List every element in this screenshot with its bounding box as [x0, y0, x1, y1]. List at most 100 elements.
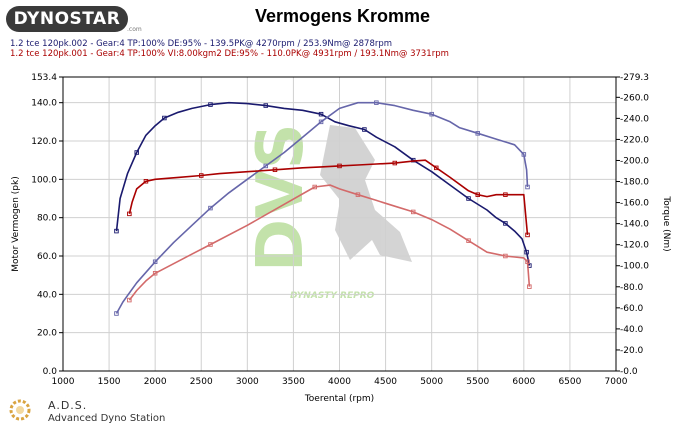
- data-point: [152, 271, 158, 276]
- data-point: [143, 179, 149, 184]
- ads-gear-icon: [9, 399, 31, 421]
- x-tick-label: 4000: [328, 377, 351, 387]
- x-tick-label: 1500: [98, 377, 121, 387]
- chart-title: Vermogens Kromme: [254, 6, 431, 26]
- y-right-tick-label: -200.0: [620, 156, 649, 166]
- data-point: [410, 209, 416, 215]
- ads-name: A.D.S.: [48, 399, 88, 412]
- y-left-tick-label: 60.0: [37, 252, 57, 262]
- data-point: [525, 232, 530, 238]
- y-axis-label-right: Torque (Nm): [661, 195, 671, 251]
- watermark-letters: DVS: [244, 123, 318, 272]
- plot-frame: [62, 76, 617, 372]
- y-right-tick-label: -120.0: [620, 241, 649, 251]
- data-point: [134, 150, 139, 155]
- dynostar-logo: DYNOSTAR: [6, 6, 128, 32]
- x-tick-label: 4500: [374, 377, 397, 387]
- data-point: [466, 196, 471, 201]
- x-tick-label: 5500: [466, 377, 489, 387]
- logo-subtext: .com: [127, 26, 142, 33]
- data-point: [392, 160, 398, 166]
- data-point: [524, 249, 529, 255]
- legend-entry-run-001: 1.2 tce 120pk.001 - Gear:4 TP:100% VI:8.…: [10, 49, 449, 59]
- series-line-1-torque: [115, 101, 529, 314]
- data-point: [503, 253, 508, 259]
- y-right-tick-label: -260.0: [620, 93, 649, 103]
- x-tick-label: 2000: [144, 377, 167, 387]
- data-point: [208, 102, 213, 107]
- ads-description: Advanced Dyno Station: [48, 413, 166, 424]
- y-left-tick-label: 0.0: [43, 367, 58, 377]
- y-right-tick-label: -240.0: [620, 114, 649, 124]
- legend-entry-run-002: 1.2 tce 120pk.002 - Gear:4 TP:100% DE:95…: [10, 39, 393, 49]
- data-point: [429, 111, 434, 117]
- data-point: [374, 100, 379, 105]
- y-left-tick-label: 120.0: [31, 137, 57, 147]
- data-point: [475, 192, 481, 197]
- x-tick-label: 1000: [52, 377, 75, 387]
- x-tick-label: 3500: [282, 377, 305, 387]
- y-axis-label-left: Motor Vermogen (pk): [11, 176, 21, 271]
- data-point: [527, 284, 532, 289]
- data-point: [114, 228, 119, 234]
- data-point: [521, 152, 527, 157]
- data-point: [162, 115, 167, 121]
- data-point: [152, 259, 158, 265]
- data-point: [312, 184, 317, 190]
- data-point: [272, 167, 278, 173]
- series-line-3-torque: [128, 184, 531, 301]
- data-point: [318, 111, 324, 117]
- data-point: [466, 238, 471, 243]
- y-right-tick-label: -220.0: [620, 135, 649, 145]
- y-left-tick-label: 140.0: [31, 99, 57, 109]
- data-point: [475, 131, 481, 136]
- data-point: [503, 192, 508, 197]
- y-right-tick-label: -40.0: [620, 325, 644, 335]
- series-line-2-power: [128, 159, 529, 235]
- y-left-tick-label: 100.0: [31, 175, 57, 185]
- data-point: [263, 163, 269, 169]
- data-point: [525, 259, 530, 265]
- x-tick-label: 5000: [420, 377, 443, 387]
- data-point: [198, 173, 204, 178]
- x-tick-label: 6500: [558, 377, 581, 387]
- data-point: [114, 311, 119, 316]
- watermark-figure: [320, 125, 412, 262]
- y-left-tick-label: 80.0: [37, 214, 57, 224]
- y-right-tick-label: -60.0: [620, 304, 644, 314]
- axes: 1000 1500 2000 2500 3000 3500 4000 4500 5000 5500…: [31, 73, 649, 387]
- y-right-tick-label: -0.0: [620, 367, 638, 377]
- y-left-tick-label: 153.4: [31, 73, 57, 83]
- x-tick-label: 7000: [605, 377, 628, 387]
- data-point: [503, 221, 508, 226]
- series-line-0-power: [115, 101, 531, 266]
- y-right-tick-label: -279.3: [620, 73, 649, 83]
- data-point: [127, 211, 132, 217]
- x-axis-label: Toerental (rpm): [304, 394, 374, 404]
- data-point: [337, 163, 342, 169]
- watermark-text: DYNASTY REPRO: [290, 291, 375, 301]
- data-point: [208, 242, 213, 247]
- data-point: [263, 103, 269, 108]
- data-point: [318, 119, 324, 125]
- dynasty-repro-watermark: DVS DYNASTY REPRO: [244, 123, 412, 301]
- x-tick-label: 2500: [190, 377, 213, 387]
- data-point: [362, 127, 367, 132]
- x-tick-label: 3000: [236, 377, 259, 387]
- y-right-tick-label: -180.0: [620, 178, 649, 188]
- y-right-tick-label: -160.0: [620, 199, 649, 209]
- data-point: [127, 297, 132, 303]
- y-right-tick-label: -100.0: [620, 262, 649, 272]
- y-right-tick-label: -140.0: [620, 220, 649, 230]
- grid: [62, 76, 617, 372]
- data-point: [525, 184, 530, 190]
- series-group: [114, 100, 532, 316]
- data-point: [355, 192, 361, 197]
- y-right-tick-label: -80.0: [620, 283, 644, 293]
- x-tick-label: 6000: [512, 377, 535, 387]
- y-left-tick-label: 40.0: [37, 290, 57, 300]
- data-point: [434, 165, 439, 171]
- y-left-tick-label: 20.0: [37, 329, 57, 339]
- y-right-tick-label: -20.0: [620, 346, 644, 356]
